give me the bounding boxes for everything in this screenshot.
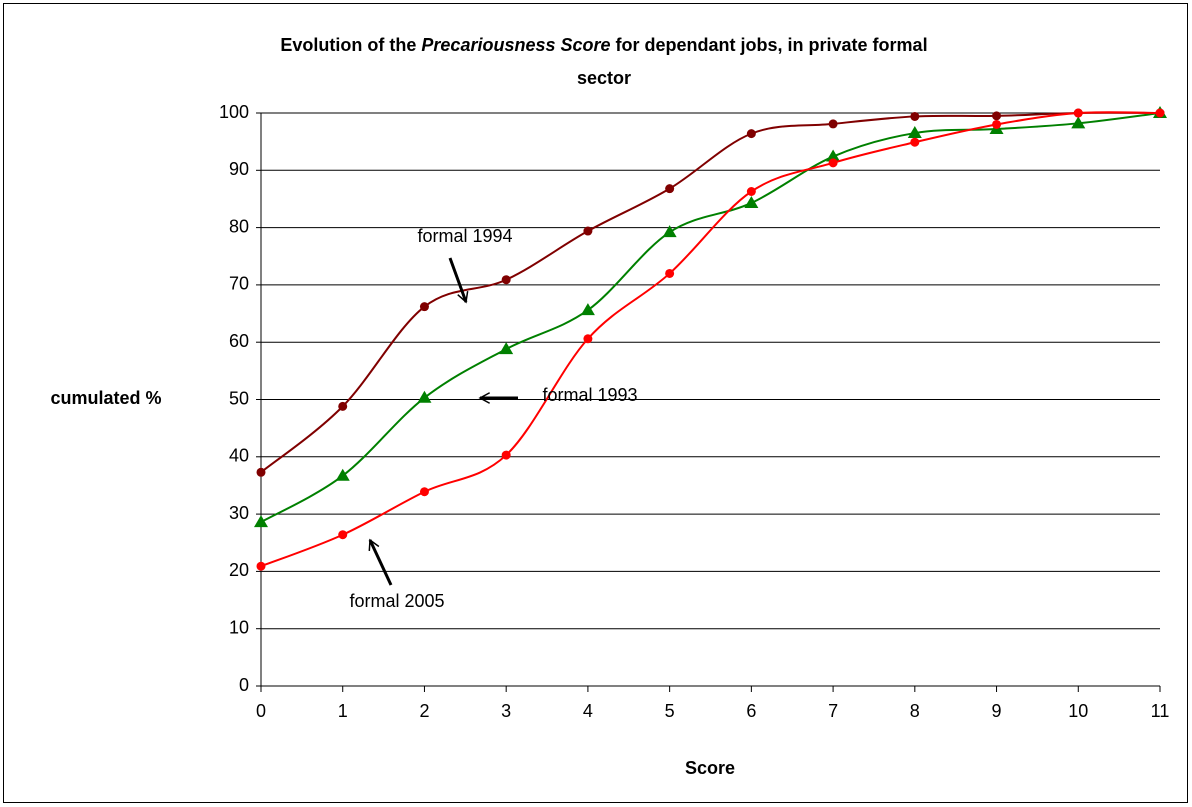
point-marker — [828, 119, 838, 129]
point-marker — [501, 275, 511, 285]
point-marker — [419, 487, 429, 497]
y-tick-label: 40 — [229, 446, 249, 466]
point-marker — [256, 467, 266, 477]
chart-title: Evolution of the Precariousness Score fo… — [280, 35, 927, 55]
point-marker — [665, 268, 675, 278]
point-marker — [910, 137, 920, 147]
y-tick-label: 50 — [229, 388, 249, 408]
title-part: Evolution of the — [280, 35, 416, 55]
point-marker — [1073, 108, 1083, 118]
x-tick-label: 2 — [419, 701, 429, 721]
point-marker — [335, 468, 350, 481]
y-tick-label: 100 — [219, 102, 249, 122]
title-part: Precariousness Score — [421, 35, 610, 55]
point-marker — [665, 184, 675, 194]
point-marker — [417, 390, 432, 403]
x-tick-label: 11 — [1151, 701, 1170, 721]
y-tick-label: 60 — [229, 331, 249, 351]
point-marker — [419, 302, 429, 312]
x-tick-label: 7 — [828, 701, 838, 721]
series-annotation: formal 1993 — [542, 385, 637, 405]
x-tick-label: 10 — [1068, 701, 1088, 721]
point-marker — [910, 111, 920, 121]
y-tick-label: 0 — [239, 675, 249, 695]
x-tick-label: 1 — [338, 701, 348, 721]
point-marker — [338, 401, 348, 411]
point-marker — [256, 561, 266, 571]
point-marker — [583, 334, 593, 344]
x-tick-label: 3 — [501, 701, 511, 721]
point-marker — [501, 450, 511, 460]
x-tick-label: 0 — [256, 701, 266, 721]
point-marker — [338, 530, 348, 540]
point-marker — [992, 119, 1002, 129]
point-marker — [254, 515, 268, 528]
point-marker — [746, 129, 756, 139]
point-marker — [828, 158, 838, 168]
annotation-arrow — [448, 257, 468, 303]
point-marker — [499, 342, 514, 355]
series-line — [260, 112, 1161, 523]
point-marker — [1155, 108, 1165, 118]
y-tick-label: 30 — [229, 503, 249, 523]
annotation-arrow — [368, 539, 393, 586]
annotation-arrowhead — [368, 538, 380, 552]
y-tick-label: 70 — [229, 274, 249, 294]
point-marker — [746, 187, 756, 197]
annotation-arrowhead — [478, 392, 491, 404]
chart-border — [3, 3, 1188, 803]
chart-title: sector — [577, 68, 631, 88]
y-axis-label: cumulated % — [50, 388, 161, 408]
title-part: for dependant jobs, in private formal — [616, 35, 928, 55]
point-marker — [826, 149, 841, 162]
series-annotation: formal 1994 — [417, 226, 512, 246]
point-marker — [992, 111, 1002, 121]
y-tick-label: 90 — [229, 159, 249, 179]
series-annotation: formal 2005 — [349, 591, 444, 611]
y-tick-label: 80 — [229, 216, 249, 236]
x-axis-label: Score — [685, 758, 735, 778]
y-tick-label: 20 — [229, 560, 249, 580]
x-tick-label: 4 — [583, 701, 593, 721]
point-marker — [583, 226, 593, 236]
x-tick-label: 5 — [665, 701, 675, 721]
point-marker — [907, 126, 922, 139]
x-tick-label: 6 — [746, 701, 756, 721]
x-tick-label: 8 — [910, 701, 920, 721]
point-marker — [580, 303, 595, 316]
y-tick-label: 10 — [229, 617, 249, 637]
point-marker — [1071, 116, 1086, 129]
annotation-arrowhead — [457, 291, 469, 304]
point-marker — [662, 225, 677, 238]
point-marker — [744, 195, 759, 208]
x-tick-label: 9 — [992, 701, 1002, 721]
